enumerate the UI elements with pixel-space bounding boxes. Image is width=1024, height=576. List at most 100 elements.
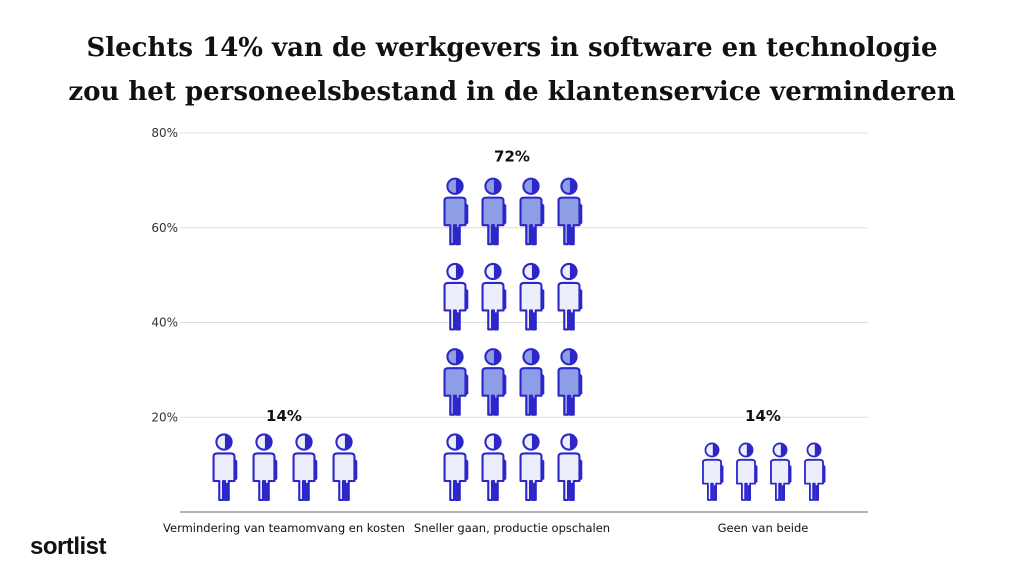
person-icon: [702, 442, 724, 501]
person-arm-shade: [541, 202, 545, 226]
y-tick-label: 80%: [151, 126, 178, 140]
person-head-shade: [746, 443, 753, 457]
person-body: [212, 452, 236, 502]
person-icon: [770, 442, 792, 501]
person-leg-shade: [345, 482, 349, 500]
person-leg-shade: [781, 485, 785, 500]
person-body: [519, 452, 543, 502]
person-body: [481, 196, 505, 246]
person-head-shade: [814, 443, 821, 457]
person-head-shade: [531, 349, 540, 364]
person-arm-shade: [503, 458, 507, 481]
person-icon: [252, 433, 278, 502]
person-leg-shade: [494, 397, 498, 415]
person-arm-shade: [579, 458, 583, 481]
person-leg-shade: [456, 397, 460, 415]
x-category-label: Vermindering van teamomvang en kosten: [163, 521, 405, 535]
y-tick-label: 40%: [151, 316, 178, 330]
person-body: [770, 458, 790, 501]
person-leg-shade: [532, 227, 536, 245]
person-leg-shade: [456, 227, 460, 245]
person-body: [702, 458, 722, 501]
person-body: [443, 281, 467, 331]
person-leg-shade: [532, 397, 536, 415]
person-head-shade: [780, 443, 787, 457]
person-arm-shade: [503, 287, 507, 311]
person-icon: [519, 348, 545, 416]
person-arm-shade: [579, 287, 583, 311]
person-arm-shade: [755, 463, 758, 484]
person-icon: [519, 177, 545, 246]
person-arm-shade: [234, 458, 238, 481]
person-icon: [332, 433, 358, 502]
person-leg-shade: [570, 312, 574, 330]
person-icon: [557, 262, 583, 331]
person-head-shade: [264, 434, 273, 450]
person-head-shade: [344, 434, 353, 450]
person-leg-shade: [225, 482, 229, 500]
person-body: [519, 196, 543, 246]
person-arm-shade: [465, 287, 469, 311]
person-body: [332, 452, 356, 502]
person-head-shade: [569, 179, 578, 194]
person-head-shade: [493, 264, 502, 279]
person-icon: [481, 177, 507, 246]
person-icon: [736, 442, 758, 501]
person-icon: [443, 433, 469, 502]
person-body: [557, 196, 581, 246]
person-icon: [212, 433, 238, 502]
chart-title-line-2: zou het personeelsbestand in de klantens…: [68, 77, 956, 107]
person-icon: [557, 348, 583, 416]
person-icon: [804, 442, 826, 501]
person-body: [252, 452, 276, 502]
person-arm-shade: [789, 463, 792, 484]
person-arm-shade: [465, 372, 469, 396]
person-body: [443, 196, 467, 246]
person-body: [443, 452, 467, 502]
person-arm-shade: [465, 458, 469, 481]
data-label: 14%: [266, 407, 302, 425]
person-leg-shade: [570, 397, 574, 415]
person-leg-shade: [570, 482, 574, 500]
person-icon: [557, 433, 583, 502]
person-leg-shade: [494, 482, 498, 500]
x-category-label: Sneller gaan, productie opschalen: [414, 521, 610, 535]
person-arm-shade: [541, 458, 545, 481]
person-head-shade: [493, 434, 502, 450]
person-head-shade: [493, 179, 502, 194]
person-head-shade: [304, 434, 313, 450]
person-head-shade: [569, 264, 578, 279]
person-icon: [557, 177, 583, 246]
person-leg-shade: [532, 312, 536, 330]
person-body: [292, 452, 316, 502]
person-leg-shade: [815, 485, 819, 500]
person-leg-shade: [494, 227, 498, 245]
person-body: [519, 367, 543, 416]
person-icon: [519, 433, 545, 502]
y-tick-label: 20%: [151, 410, 178, 424]
y-tick-label: 60%: [151, 221, 178, 235]
person-head-shade: [531, 434, 540, 450]
person-leg-shade: [456, 312, 460, 330]
person-body: [804, 458, 824, 501]
person-head-shade: [224, 434, 233, 450]
bar: [212, 433, 358, 502]
person-head-shade: [531, 179, 540, 194]
person-leg-shade: [456, 482, 460, 500]
person-arm-shade: [354, 458, 358, 481]
person-head-shade: [455, 349, 464, 364]
chart-title-line-1: Slechts 14% van de werkgevers in softwar…: [86, 33, 938, 63]
person-body: [481, 281, 505, 331]
person-leg-shade: [747, 485, 751, 500]
person-arm-shade: [541, 372, 545, 396]
data-label: 72%: [494, 148, 530, 166]
person-head-shade: [455, 264, 464, 279]
person-body: [443, 367, 467, 416]
person-icon: [443, 348, 469, 416]
bar: [702, 442, 826, 501]
person-arm-shade: [465, 202, 469, 226]
person-head-shade: [493, 349, 502, 364]
person-arm-shade: [541, 287, 545, 311]
person-icon: [481, 262, 507, 331]
person-head-shade: [569, 349, 578, 364]
